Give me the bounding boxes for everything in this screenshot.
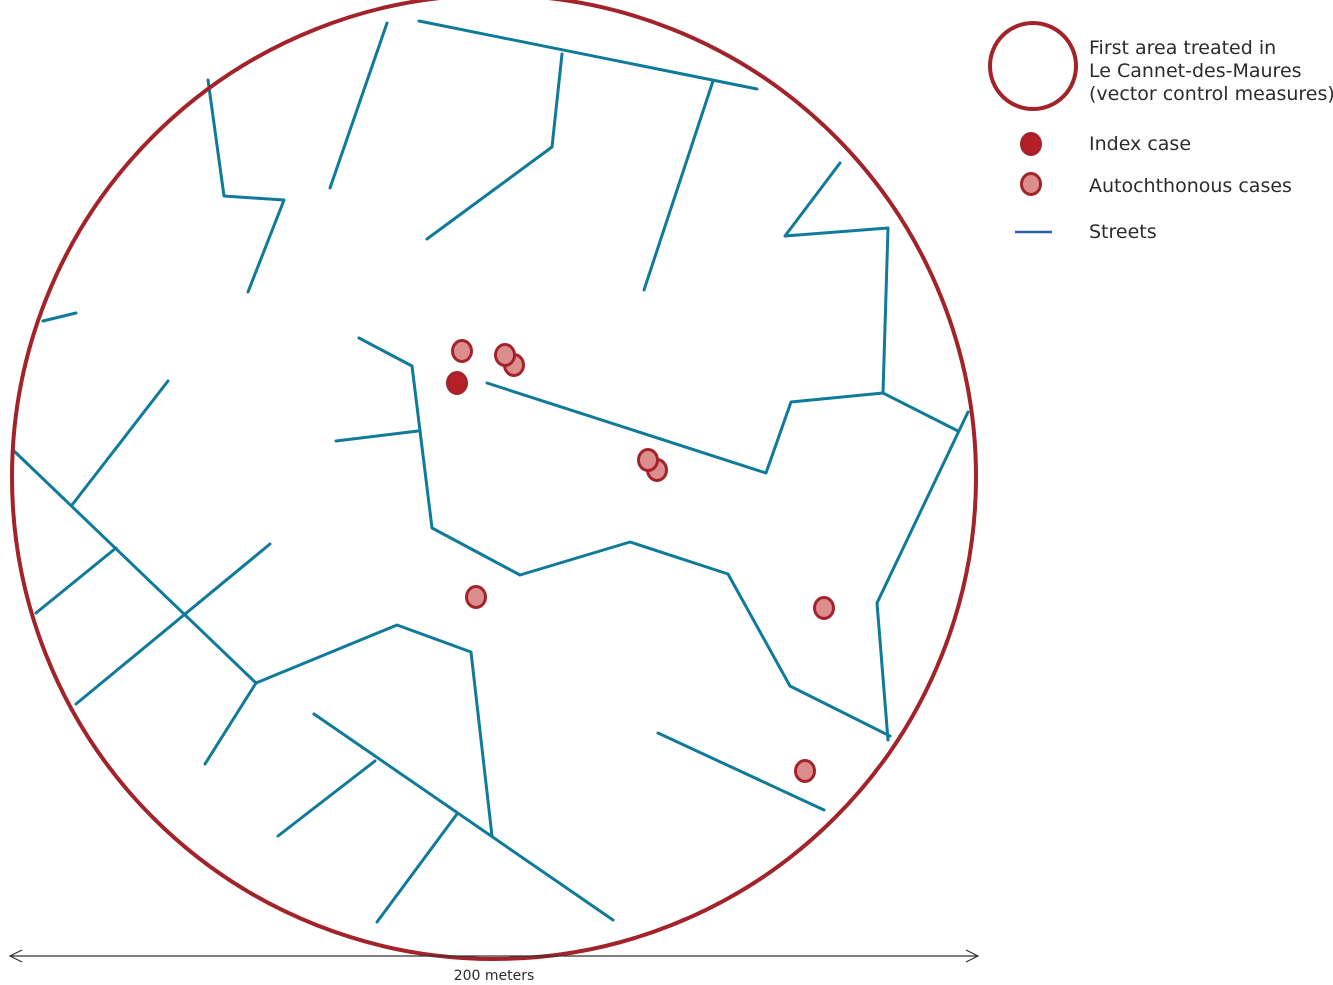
- street: [877, 412, 968, 740]
- legend-streets-label: Streets: [1089, 221, 1157, 243]
- index-case-marker: [448, 373, 467, 394]
- street: [377, 814, 457, 922]
- circle-outline-icon: [990, 23, 1076, 109]
- pink-dot-icon: [1022, 174, 1041, 195]
- legend-treated-area-line-1: First area treated in: [1089, 37, 1276, 59]
- street: [205, 683, 256, 764]
- street: [43, 313, 76, 321]
- legend-treated-area-line-3: (vector control measures): [1089, 83, 1333, 105]
- autochthonous-case-marker: [453, 341, 472, 362]
- autochthonous-case-marker: [815, 598, 834, 619]
- filled-dot-icon: [1022, 134, 1041, 155]
- street: [487, 383, 883, 473]
- autochthonous-case-marker: [467, 587, 486, 608]
- treated-area-boundary: [12, 0, 976, 959]
- autochthonous-case-marker: [496, 345, 515, 366]
- street: [419, 21, 757, 89]
- street: [314, 714, 613, 920]
- street: [278, 761, 375, 836]
- street: [785, 163, 958, 431]
- street: [644, 81, 713, 290]
- scale-label: 200 meters: [454, 968, 535, 984]
- street: [72, 381, 168, 505]
- street: [336, 431, 418, 441]
- legend-treated-area-line-2: Le Cannet-des-Maures: [1089, 60, 1302, 82]
- autochthonous-case-marker: [639, 450, 658, 471]
- street: [36, 548, 116, 613]
- autochthonous-case-marker: [796, 761, 815, 782]
- street: [427, 54, 562, 239]
- street: [208, 80, 284, 292]
- street: [330, 23, 387, 188]
- street: [76, 544, 270, 704]
- cases: [448, 341, 834, 782]
- streets: [13, 21, 968, 922]
- street: [359, 338, 890, 736]
- legend-index-case-label: Index case: [1089, 133, 1191, 155]
- legend: First area treated in Le Cannet-des-Maur…: [990, 23, 1333, 243]
- legend-autochthonous-label: Autochthonous cases: [1089, 175, 1292, 197]
- street: [13, 450, 492, 836]
